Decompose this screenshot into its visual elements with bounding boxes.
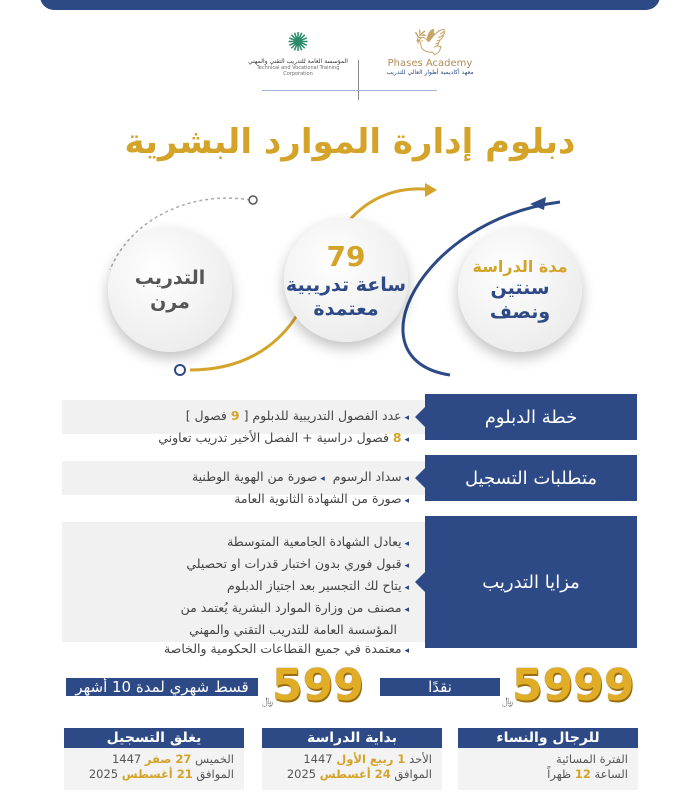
cash-price: 5999 — [512, 660, 635, 711]
card-audience: للرجال والنساء الفترة المسائية الساعة 12… — [458, 728, 638, 790]
list-item: معتمدة في جميع القطاعات الحكومية والخاصة — [72, 639, 409, 661]
section-plan: عدد الفصول التدريبية للدبلوم [ 9 فصول ] … — [62, 394, 637, 445]
section-advantages: يعادل الشهادة الجامعية المتوسطة قبول فور… — [62, 516, 637, 656]
phases-academy-logo: 🕊 Phases Academy معهد أكاديمية أطوار الع… — [380, 28, 480, 76]
card-start-date: بداية الدراسة الأحد 1 ربيع الأول 1447 ال… — [262, 728, 442, 790]
top-banner-bar — [40, 0, 660, 10]
list-item: مصنف من وزارة الموارد البشرية يُعتمد من — [72, 598, 409, 620]
list-item: 8 فصول دراسية + الفصل الأخير تدريب تعاون… — [72, 428, 409, 450]
list-item: يتاح لك التجسير بعد اجتياز الدبلوم — [72, 576, 409, 598]
list-item: يعادل الشهادة الجامعية المتوسطة — [72, 532, 409, 554]
cash-label: نقدًا — [380, 678, 500, 696]
section-label: مزايا التدريب — [415, 516, 637, 648]
list-item: عدد الفصول التدريبية للدبلوم [ 9 فصول ] — [72, 406, 409, 428]
list-item: قبول فوري بدون اختبار قدرات او تحصيلي — [72, 554, 409, 576]
logo-divider — [358, 60, 359, 100]
card-registration-close: يغلق التسجيل الخميس 27 صفر 1447 الموافق … — [64, 728, 244, 790]
list-item: سداد الرسوم صورة من الهوية الوطنية — [72, 467, 409, 489]
riyal-symbol: ﷼ — [502, 696, 514, 707]
riyal-symbol: ﷼ — [262, 696, 274, 707]
section-label: متطلبات التسجيل — [415, 455, 637, 501]
list-item: صورة من الشهادة الثانوية العامة — [72, 489, 409, 511]
list-item: المؤسسة العامة للتدريب التقني والمهني — [189, 622, 397, 637]
monthly-price: 599 — [272, 660, 364, 711]
section-label: خطة الدبلوم — [415, 394, 637, 440]
logo-header: 🕊 Phases Academy معهد أكاديمية أطوار الع… — [0, 28, 700, 100]
hours-circle: 79 ساعة تدريبية معتمدة — [284, 218, 408, 342]
section-registration: سداد الرسوم صورة من الهوية الوطنية صورة … — [62, 455, 637, 506]
page-title: دبلوم إدارة الموارد البشرية — [124, 122, 576, 162]
logo-underline — [262, 90, 437, 91]
monthly-label: قسط شهري لمدة 10 أشهر — [66, 678, 258, 696]
duration-circle: مدة الدراسة سنتين ونصف — [458, 228, 582, 352]
tvtc-logo: ✺ المؤسسة العامة للتدريب التقني والمهني … — [248, 28, 348, 77]
flexible-training-circle: التدريب مرن — [108, 228, 232, 352]
falcon-icon: 🕊 — [413, 28, 447, 58]
tree-icon: ✺ — [287, 28, 309, 58]
